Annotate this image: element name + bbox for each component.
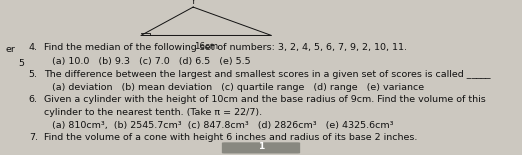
Text: 6.: 6. xyxy=(29,95,38,104)
Text: Find the volume of a cone with height 6 inches and radius of its base 2 inches.: Find the volume of a cone with height 6 … xyxy=(44,133,418,142)
Text: 1: 1 xyxy=(258,142,264,151)
Text: (a) 10.0   (b) 9.3   (c) 7.0   (d) 6.5   (e) 5.5: (a) 10.0 (b) 9.3 (c) 7.0 (d) 6.5 (e) 5.5 xyxy=(52,57,251,66)
Text: 5: 5 xyxy=(18,59,24,68)
Text: 5.: 5. xyxy=(29,71,38,80)
Text: (a) deviation   (b) mean deviation   (c) quartile range   (d) range   (e) varian: (a) deviation (b) mean deviation (c) qua… xyxy=(52,83,424,92)
Text: The difference between the largest and smallest scores in a given set of scores : The difference between the largest and s… xyxy=(44,71,491,80)
Text: 16cm: 16cm xyxy=(194,42,218,51)
Text: 7.: 7. xyxy=(29,133,38,142)
Text: cylinder to the nearest tenth. (Take π = 22/7).: cylinder to the nearest tenth. (Take π =… xyxy=(44,108,263,117)
Text: Y: Y xyxy=(191,0,196,6)
Text: Find the median of the following set of numbers: 3, 2, 4, 5, 6, 7, 9, 2, 10, 11.: Find the median of the following set of … xyxy=(44,43,407,52)
Text: (a) 810cm³,  (b) 2545.7cm³  (c) 847.8cm³   (d) 2826cm³   (e) 4325.6cm³: (a) 810cm³, (b) 2545.7cm³ (c) 847.8cm³ (… xyxy=(52,121,394,130)
Text: Given a cylinder with the height of 10cm and the base radius of 9cm. Find the vo: Given a cylinder with the height of 10cm… xyxy=(44,95,486,104)
Text: er: er xyxy=(5,45,15,54)
FancyBboxPatch shape xyxy=(222,142,300,153)
Text: 4.: 4. xyxy=(29,43,38,52)
